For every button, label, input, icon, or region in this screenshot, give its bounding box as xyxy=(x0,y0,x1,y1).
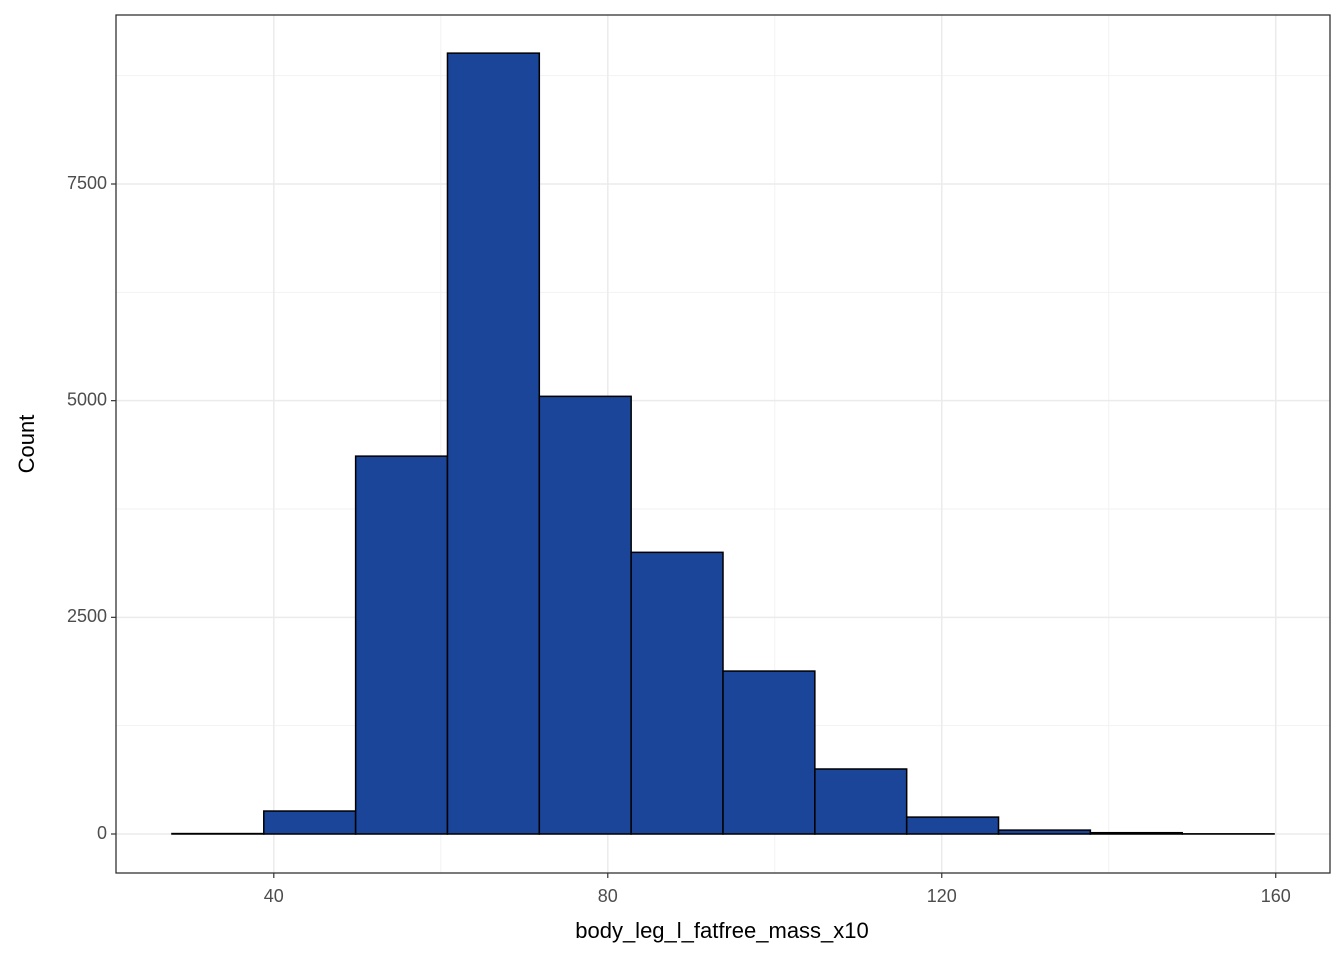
y-axis-title: Count xyxy=(14,415,39,474)
bar xyxy=(907,817,999,834)
x-tick-label: 40 xyxy=(264,886,284,906)
bar xyxy=(356,456,448,834)
y-tick-label: 2500 xyxy=(67,606,107,626)
bar xyxy=(447,53,539,834)
bar xyxy=(631,552,723,834)
bar xyxy=(1090,833,1182,834)
y-tick-label: 7500 xyxy=(67,173,107,193)
x-tick-label: 120 xyxy=(927,886,957,906)
bar xyxy=(723,671,815,834)
y-tick-label: 5000 xyxy=(67,389,107,409)
x-tick-label: 160 xyxy=(1261,886,1291,906)
bar xyxy=(999,830,1091,834)
bar xyxy=(539,396,631,834)
x-tick-label: 80 xyxy=(598,886,618,906)
x-axis-title: body_leg_l_fatfree_mass_x10 xyxy=(575,918,869,943)
bar xyxy=(815,769,907,834)
bar xyxy=(264,811,356,834)
y-tick-label: 0 xyxy=(97,823,107,843)
